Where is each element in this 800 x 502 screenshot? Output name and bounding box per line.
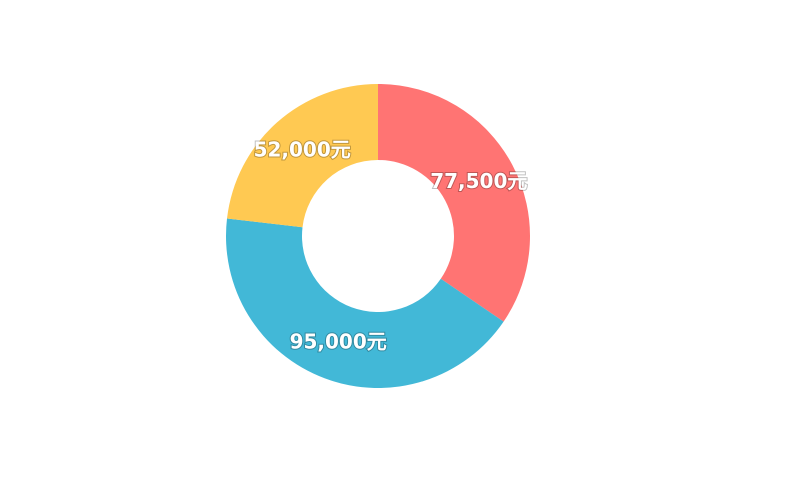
slice <box>227 84 378 228</box>
slice <box>378 84 530 322</box>
value-label: 95,000元 <box>290 329 387 353</box>
value-label: 77,500元 <box>430 169 527 193</box>
slice <box>226 218 504 388</box>
value-label: 52,000元 <box>254 137 351 161</box>
